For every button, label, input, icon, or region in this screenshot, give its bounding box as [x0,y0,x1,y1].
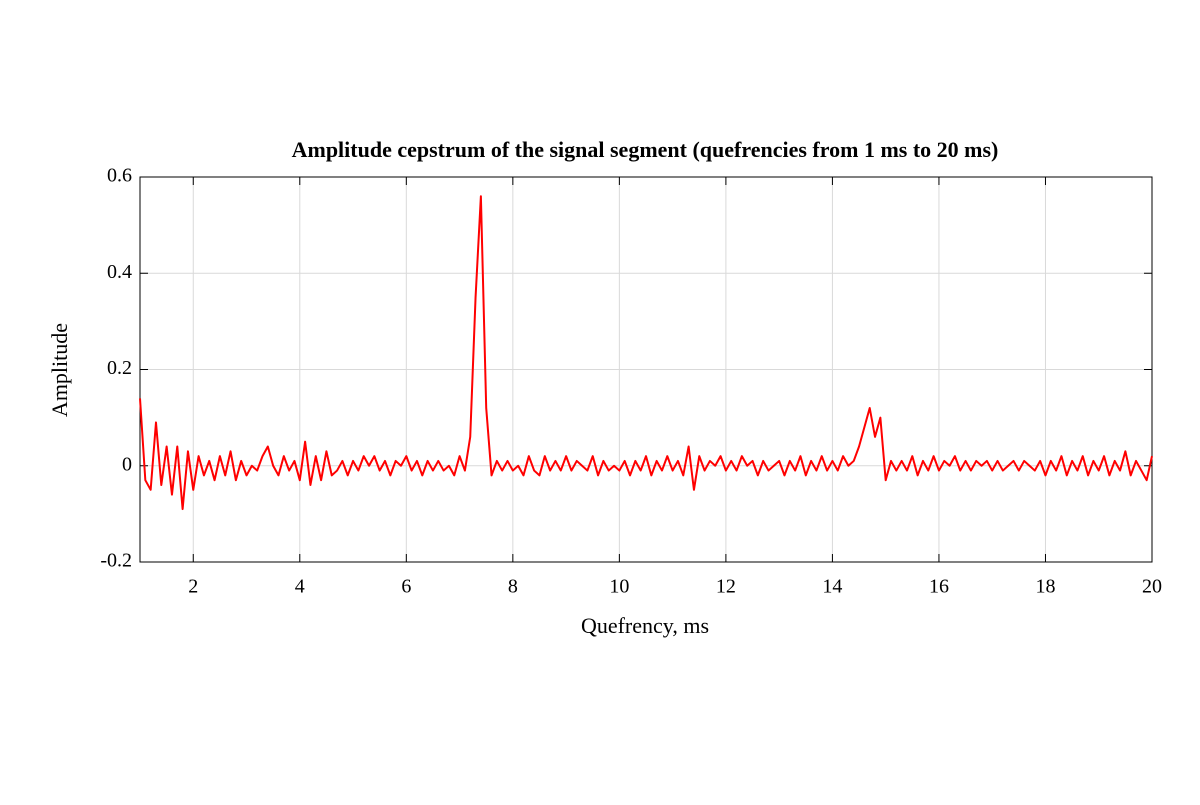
x-tick-label: 18 [1035,576,1055,598]
x-tick-label: 14 [822,576,842,598]
y-tick-label: 0 [122,453,132,475]
x-tick-label: 2 [188,576,198,598]
x-tick-label: 8 [508,576,518,598]
y-tick-label: 0.2 [107,357,132,379]
y-tick-label: 0.6 [107,165,132,187]
x-tick-label: 6 [401,576,411,598]
x-tick-label: 20 [1142,576,1162,598]
y-tick-label: 0.4 [107,261,132,283]
x-axis-label: Quefrency, ms [581,613,709,638]
x-tick-label: 4 [295,576,305,598]
data-line [139,195,1153,511]
chart-title: Amplitude cepstrum of the signal segment… [292,137,999,162]
x-tick-label: 16 [929,576,949,598]
y-tick-label: -0.2 [100,550,132,572]
plot-frame [139,176,1153,563]
x-tick-label: 10 [609,576,629,598]
y-axis-label: Amplitude [47,323,72,417]
x-tick-label: 12 [716,576,736,598]
